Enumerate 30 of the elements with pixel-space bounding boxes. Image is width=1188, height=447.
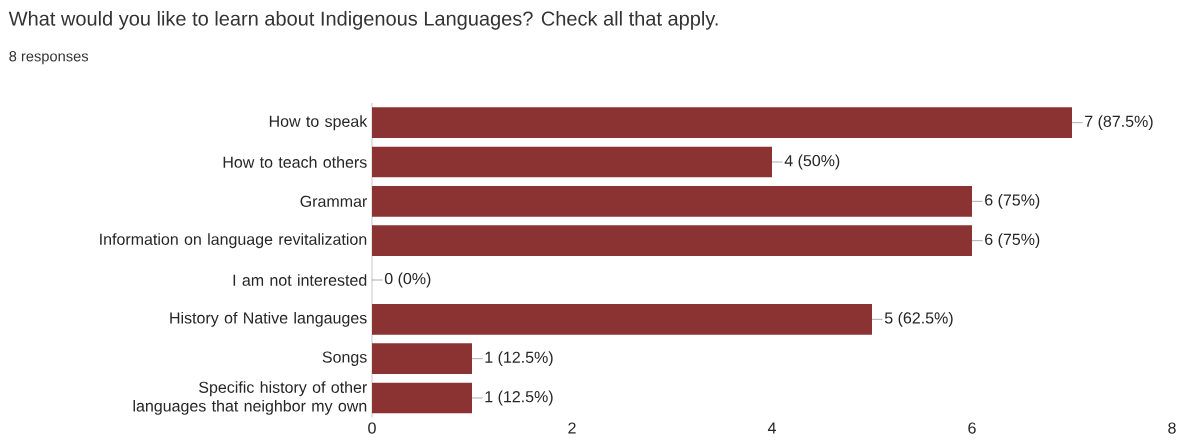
- data-label: 1 (12.5%): [485, 390, 553, 406]
- data-label: 6 (75%): [985, 193, 1040, 209]
- y-tick-label: I am not interested: [233, 274, 367, 286]
- x-tick-label: 4: [767, 422, 776, 434]
- x-tick-label: 6: [968, 422, 976, 434]
- data-label: 7 (87.5%): [1085, 115, 1153, 131]
- y-tick-label: History of Native langauges: [170, 311, 367, 327]
- bar: [372, 186, 972, 217]
- x-tick-label: 8: [1168, 422, 1176, 434]
- bar: [372, 146, 772, 178]
- y-tick-label: Specific history of other languages that neighbor my own: [133, 381, 367, 415]
- text: 8 responses: [9, 51, 89, 65]
- y-tick-label: Songs: [322, 351, 367, 366]
- y-tick-label: Grammar: [300, 195, 368, 207]
- data-label: 6 (75%): [985, 233, 1040, 249]
- bar: [372, 107, 1073, 138]
- bar: [372, 225, 972, 257]
- data-label: 4 (50%): [784, 154, 840, 170]
- bar: [372, 304, 873, 335]
- y-tick-label: How to speak: [269, 115, 368, 131]
- bar: [372, 382, 472, 414]
- x-tick-label: 2: [568, 422, 576, 434]
- data-label: 1 (12.5%): [485, 351, 553, 367]
- bar: [372, 343, 472, 374]
- y-tick-label: How to teach others: [223, 156, 367, 168]
- data-label: 0 (0%): [384, 272, 431, 288]
- x-tick-label: 0: [368, 422, 376, 434]
- chart-title: What would you like to learn about Indigenous Languages? Check all that apply.: [8, 11, 718, 30]
- data-label: 5 (62.5%): [884, 311, 953, 327]
- y-tick-label: Information on language revitalization: [100, 233, 367, 249]
